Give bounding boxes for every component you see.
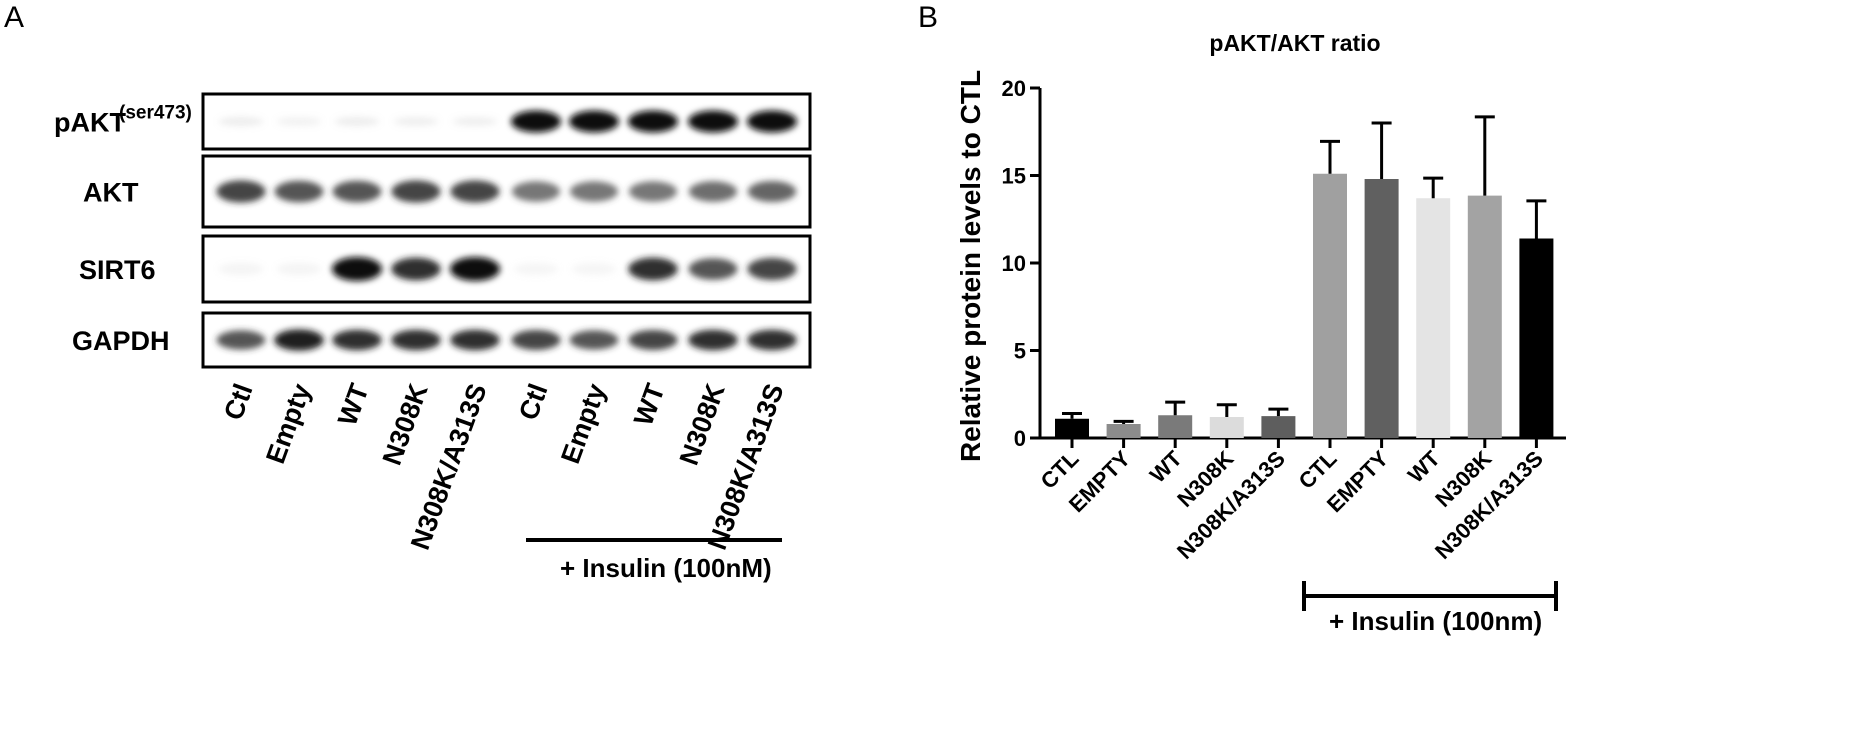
bar bbox=[1467, 195, 1502, 438]
y-tick-label: 10 bbox=[1002, 251, 1026, 276]
blot-band bbox=[450, 257, 500, 281]
lane-label: Empty bbox=[555, 380, 611, 468]
blot-band bbox=[571, 262, 617, 276]
bar bbox=[1055, 418, 1089, 438]
y-tick-label: 5 bbox=[1014, 339, 1026, 364]
y-axis: 0 5 10 15 20 bbox=[1002, 76, 1042, 451]
blot-band bbox=[511, 330, 561, 350]
blot-band bbox=[511, 181, 561, 202]
blot-row-pakt: pAKT(ser473) bbox=[54, 92, 812, 151]
lane-label: N308K bbox=[377, 379, 434, 469]
blot-row-superscript: (ser473) bbox=[119, 103, 192, 124]
blot-band bbox=[393, 116, 439, 127]
bar bbox=[1158, 415, 1193, 438]
blot-row-akt: AKT bbox=[83, 154, 812, 229]
blot-row-label: pAKT bbox=[54, 108, 126, 138]
blot-band bbox=[332, 180, 382, 203]
blot-row-label: GAPDH bbox=[72, 326, 170, 356]
blot-band bbox=[391, 329, 441, 351]
blot-band bbox=[391, 257, 441, 281]
blot-band bbox=[218, 116, 264, 127]
chart-title: pAKT/AKT ratio bbox=[1209, 30, 1380, 56]
blot-rows: pAKT(ser473) AKT SIRT6 GAPDH bbox=[54, 92, 812, 369]
error-bars bbox=[1062, 115, 1547, 424]
blot-band bbox=[450, 329, 500, 351]
blot-band bbox=[450, 180, 500, 203]
blot-band bbox=[569, 110, 619, 133]
blot-band bbox=[274, 329, 324, 351]
bar bbox=[1519, 238, 1554, 438]
lane-label: Ctl bbox=[513, 380, 554, 424]
lane-label: Empty bbox=[260, 380, 316, 468]
bar bbox=[1416, 198, 1451, 438]
y-tick-label: 15 bbox=[1002, 164, 1026, 189]
blot-band bbox=[688, 110, 738, 133]
blot-band bbox=[628, 110, 678, 133]
blot-row-label: AKT bbox=[83, 178, 139, 208]
blot-band bbox=[688, 329, 738, 351]
blot-band bbox=[276, 262, 322, 276]
bar bbox=[1106, 424, 1141, 438]
blot-band bbox=[569, 330, 619, 350]
y-axis-title: Relative protein levels to CTL bbox=[955, 70, 986, 462]
blot-band bbox=[391, 180, 441, 203]
blot-band bbox=[334, 116, 380, 127]
y-tick-label: 0 bbox=[1014, 426, 1026, 451]
blot-row-gapdh: GAPDH bbox=[72, 311, 812, 369]
insulin-condition-label-a: + Insulin (100nM) bbox=[560, 553, 772, 583]
blot-band bbox=[569, 181, 619, 202]
blot-band bbox=[511, 110, 561, 133]
blot-band bbox=[274, 180, 324, 203]
lane-label: Ctl bbox=[218, 380, 259, 424]
blot-band bbox=[332, 329, 382, 351]
blot-row-sirt6: SIRT6 bbox=[79, 234, 812, 304]
blot-band bbox=[688, 181, 738, 202]
blot-band bbox=[747, 257, 797, 281]
blot-band bbox=[747, 110, 797, 133]
bars bbox=[1055, 173, 1554, 438]
lane-label: WT bbox=[628, 379, 671, 429]
blot-band bbox=[513, 262, 559, 276]
bar bbox=[1313, 173, 1347, 438]
y-tick-label: 20 bbox=[1002, 76, 1026, 101]
blot-band bbox=[216, 330, 266, 350]
blot-band bbox=[216, 180, 266, 203]
blot-band bbox=[276, 116, 322, 127]
blot-band bbox=[332, 257, 382, 281]
blot-band bbox=[628, 257, 678, 281]
panel-b-letter: B bbox=[918, 1, 938, 34]
bar bbox=[1364, 179, 1399, 438]
blot-band bbox=[628, 330, 678, 350]
category-label: WT bbox=[1403, 445, 1445, 487]
lane-label: WT bbox=[332, 379, 375, 429]
bar-chart: pAKT/AKT ratio Relative protein levels t… bbox=[955, 30, 1566, 636]
blot-band bbox=[452, 116, 498, 127]
blot-band bbox=[747, 329, 797, 351]
lane-label: N308K bbox=[674, 379, 731, 469]
blot-band bbox=[747, 181, 797, 202]
bar bbox=[1261, 416, 1296, 438]
insulin-condition-label-b: + Insulin (100nm) bbox=[1329, 606, 1542, 636]
blot-band bbox=[218, 262, 264, 276]
panel-a-letter: A bbox=[4, 1, 24, 34]
bar bbox=[1209, 417, 1244, 438]
category-label: WT bbox=[1145, 445, 1187, 487]
blot-row-label: SIRT6 bbox=[79, 255, 156, 285]
insulin-bracket-b bbox=[1302, 581, 1558, 611]
blot-band bbox=[688, 258, 738, 280]
blot-band bbox=[628, 181, 678, 202]
